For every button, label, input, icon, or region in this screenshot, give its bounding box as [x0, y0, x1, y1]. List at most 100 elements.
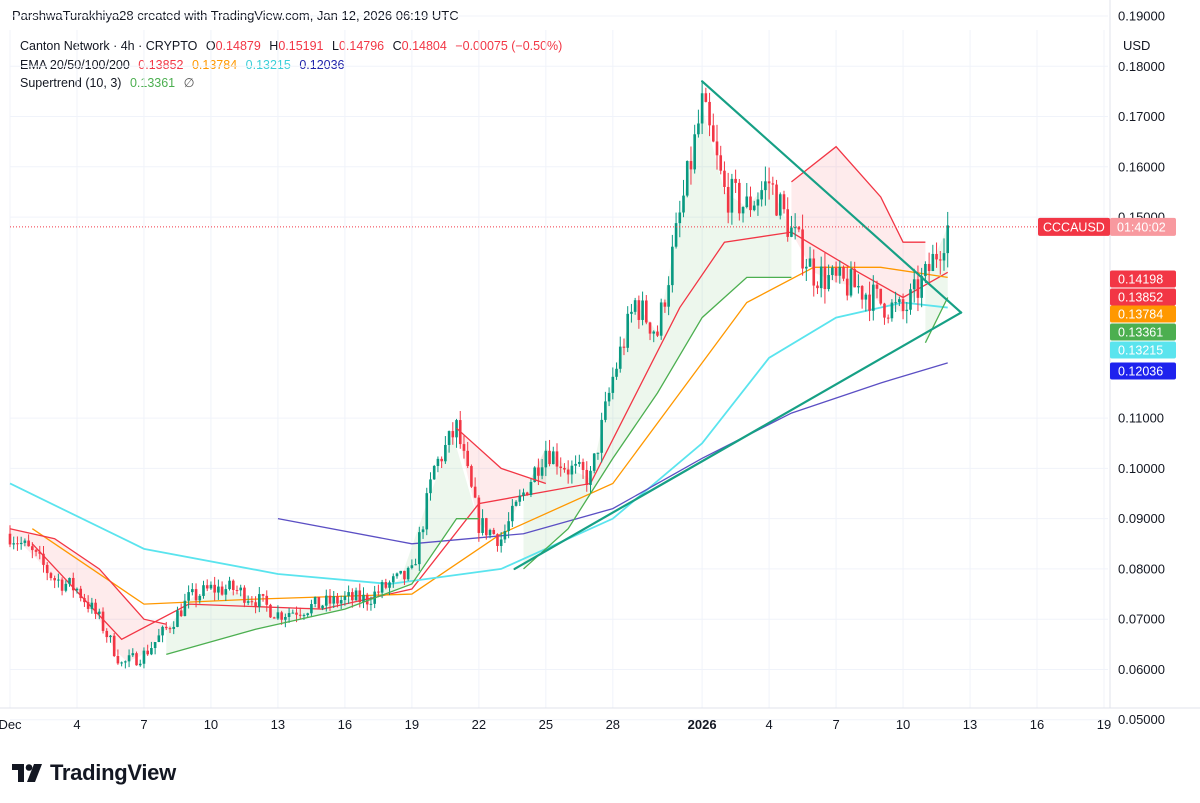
candle: [98, 608, 101, 620]
candle: [19, 536, 23, 550]
price-change: −0.00075 (−0.50%): [455, 39, 563, 53]
time-tick-label: 4: [765, 717, 772, 732]
candle: [455, 418, 458, 448]
candle: [704, 87, 708, 103]
candle: [384, 578, 388, 590]
candle: [157, 628, 161, 643]
svg-text:0.14198: 0.14198: [1118, 273, 1163, 287]
candle: [719, 145, 723, 175]
ema-label[interactable]: EMA 20/50/100/200: [20, 57, 130, 72]
candle: [831, 265, 834, 281]
candle: [674, 212, 678, 249]
candle: [801, 214, 804, 276]
candle: [600, 412, 603, 463]
candle: [496, 533, 499, 552]
candle: [395, 572, 399, 579]
supertrend-row: Supertrend (10, 3) 0.13361 ∅: [20, 74, 567, 93]
candle: [343, 591, 347, 606]
candle: [581, 458, 585, 479]
candle: [351, 588, 354, 608]
supertrend-label[interactable]: Supertrend (10, 3): [20, 76, 122, 90]
candle: [849, 261, 853, 298]
supertrend-line-up: [166, 518, 479, 656]
candle: [853, 261, 856, 288]
candle: [574, 455, 577, 474]
candle: [499, 532, 503, 553]
candle: [79, 585, 83, 602]
candle: [336, 592, 339, 608]
candle: [31, 542, 34, 559]
supertrend-line-up: [523, 276, 792, 570]
time-tick-label: 2026: [688, 717, 717, 732]
candle: [68, 577, 71, 587]
svg-text:0.13784: 0.13784: [1118, 308, 1163, 322]
symbol-name[interactable]: Canton Network · 4h · CRYPTO: [20, 39, 198, 53]
candle: [12, 536, 16, 550]
bar-countdown: 01:40:02: [1117, 220, 1166, 234]
ohlc-close-value: 0.14804: [401, 39, 447, 53]
candle: [697, 109, 700, 138]
tradingview-logo-icon: [12, 764, 42, 782]
candle: [912, 268, 916, 303]
candle: [708, 92, 711, 137]
time-tick-label: 22: [472, 717, 486, 732]
candle: [909, 283, 912, 315]
candle: [659, 298, 663, 340]
candle: [745, 183, 749, 209]
candle: [105, 628, 109, 643]
candle: [942, 238, 946, 271]
candle: [548, 439, 551, 467]
candle: [730, 173, 734, 225]
candle: [243, 585, 246, 608]
tradingview-logo[interactable]: TradingView: [12, 760, 176, 786]
candle: [514, 500, 518, 507]
candle: [231, 579, 235, 596]
candle: [164, 621, 168, 631]
candle: [693, 124, 696, 174]
candle: [83, 593, 86, 607]
chart-legend: Canton Network · 4h · CRYPTO O0.14879 H0…: [20, 37, 567, 93]
time-tick-label: 28: [606, 717, 620, 732]
candle: [235, 585, 239, 595]
candle: [172, 621, 176, 635]
candle: [927, 252, 931, 283]
price-pill: 0.13215: [1110, 341, 1176, 359]
candle: [771, 176, 775, 195]
ohlc-high-label: H: [269, 39, 279, 53]
ohlc-close-label: C: [392, 39, 402, 53]
supertrend-line-down: [791, 145, 926, 243]
candle: [473, 477, 477, 499]
candle: [42, 546, 45, 573]
candle: [176, 606, 179, 628]
candle: [101, 607, 105, 634]
price-pills: CCCAUSD 01:40:02 0.14198 0.13852 0.13784 0.13…: [1038, 217, 1176, 380]
price-axis[interactable]: 0.190000.180000.170000.160000.150000.110…: [0, 0, 1200, 727]
candle: [931, 244, 935, 272]
candle: [161, 625, 164, 643]
candle: [109, 634, 112, 643]
candle: [287, 607, 291, 623]
candle: [842, 265, 845, 282]
currency-label[interactable]: USD: [1123, 38, 1151, 53]
candle: [224, 584, 228, 601]
candle: [421, 526, 425, 539]
candle: [860, 285, 864, 309]
candle: [202, 580, 205, 599]
candle: [938, 250, 942, 275]
candle: [86, 595, 90, 613]
candle: [633, 297, 637, 315]
candle: [618, 336, 622, 373]
candle: [440, 456, 443, 469]
candle: [187, 585, 190, 609]
candle: [194, 583, 198, 608]
candle: [756, 192, 760, 216]
candle: [142, 647, 146, 669]
supertrend-na-icon: ∅: [183, 76, 195, 90]
time-axis[interactable]: Dec 4 7 10 13 16 19 22 25 28 2026 4 7 10 13 16 19: [0, 717, 1111, 732]
candle: [767, 167, 771, 200]
candle: [838, 260, 842, 284]
price-tick-label: 0.18000: [1118, 59, 1165, 74]
ohlc-open-value: 0.14879: [215, 39, 261, 53]
candle: [284, 613, 287, 628]
